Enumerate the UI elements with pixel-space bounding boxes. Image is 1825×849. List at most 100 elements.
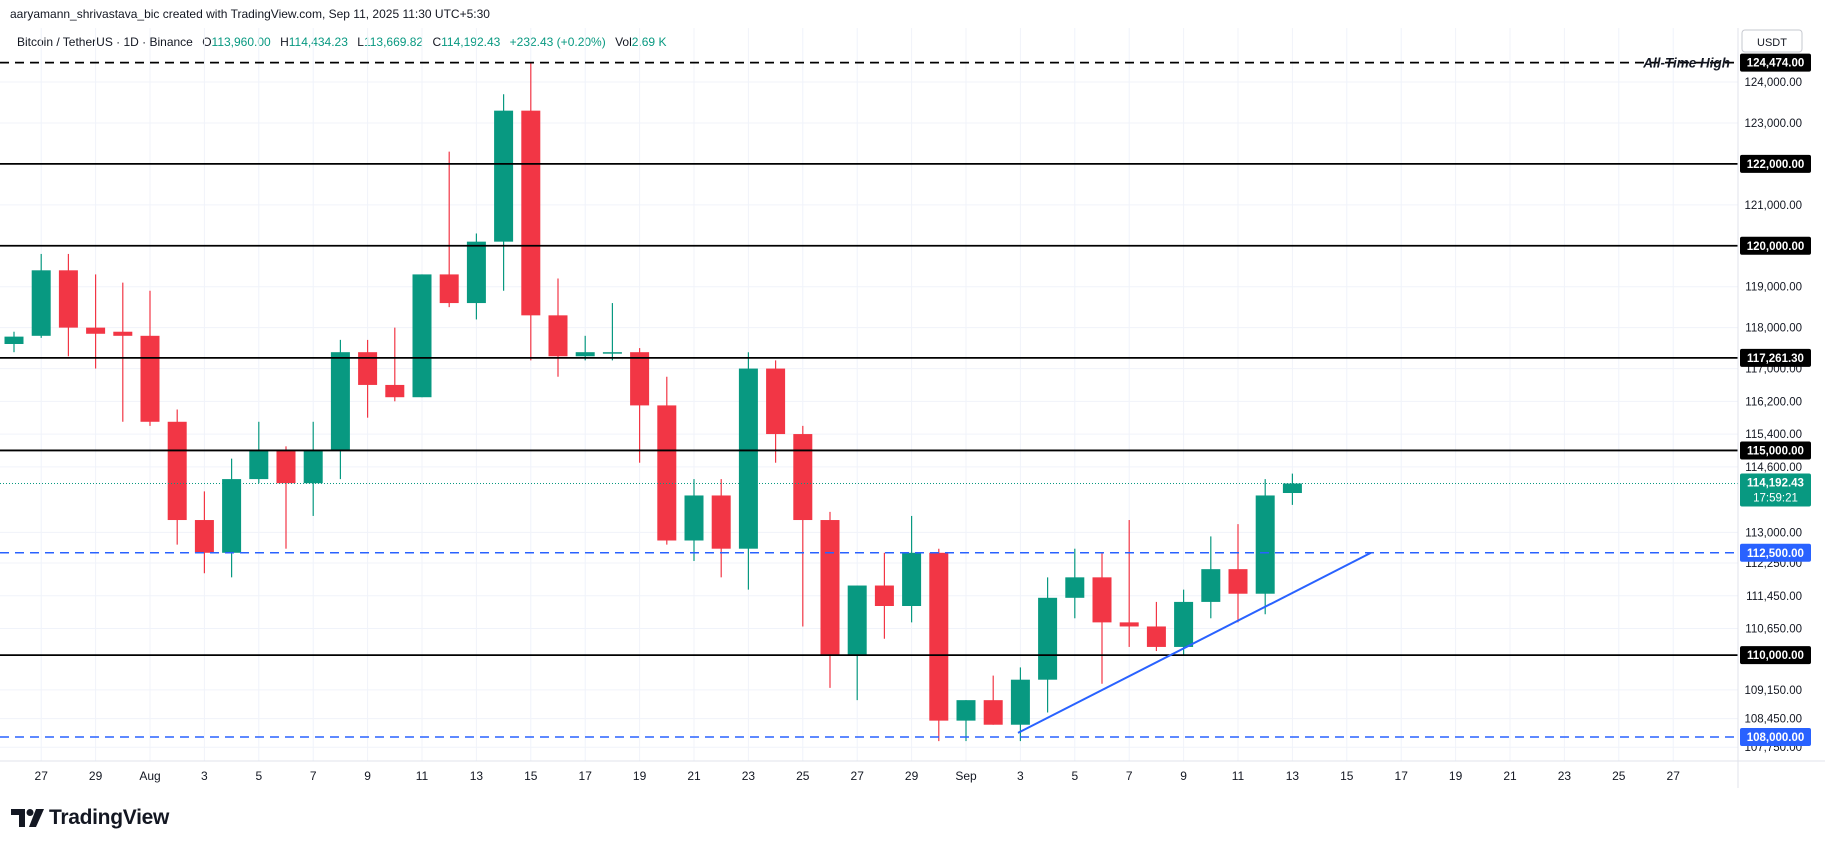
- candle-body: [276, 450, 296, 484]
- tradingview-logo-text: TradingView: [49, 806, 170, 829]
- candle-body: [1146, 626, 1166, 647]
- candle-body: [4, 336, 24, 344]
- x-tick-label: 5: [1071, 769, 1078, 783]
- support-trendline: [1017, 551, 1372, 734]
- high-value: 114,434.23: [288, 35, 348, 49]
- last-price-tag: [1740, 473, 1811, 507]
- candle-body: [113, 331, 133, 336]
- x-tick-label: Aug: [139, 769, 160, 783]
- symbol-name[interactable]: Bitcoin / TetherUS · 1D · Binance: [17, 35, 193, 49]
- candle-body: [1119, 622, 1139, 627]
- level-price-tag: [1740, 728, 1811, 746]
- y-tick-label: 111,450.00: [1746, 591, 1802, 603]
- credit-line: aaryamann_shrivastava_bic created with T…: [10, 7, 490, 21]
- y-tick-label: 121,000.00: [1744, 200, 1802, 212]
- y-tick-label: 110,650.00: [1745, 624, 1802, 636]
- x-tick-label: 7: [1126, 769, 1133, 783]
- low-label: L: [357, 35, 364, 49]
- candle-body: [1010, 679, 1030, 725]
- candle-body: [412, 274, 432, 398]
- candle-body: [657, 405, 677, 541]
- level-price-label: 110,000.00: [1747, 650, 1804, 662]
- price-labels: 124,474.00 All-Time High 122,000.00 120,000…: [1642, 53, 1811, 746]
- x-tick-label: 23: [1558, 769, 1572, 783]
- x-tick-label: 19: [1449, 769, 1463, 783]
- candle-body: [86, 327, 106, 334]
- candle-body: [1092, 577, 1112, 623]
- y-tick-label: 115,400.00: [1745, 429, 1802, 441]
- candle-body: [358, 352, 378, 385]
- x-tick-label: 13: [1286, 769, 1300, 783]
- axes: USDT 27 29 Aug 3 5 7 9 11 13 15 17 19 21 23 25 27 29 Sep 3…: [0, 28, 1825, 788]
- level-price-label: 108,000.00: [1747, 732, 1805, 744]
- candle-body: [222, 479, 242, 553]
- candle-body: [575, 352, 595, 357]
- x-tick-label: 15: [1340, 769, 1354, 783]
- candle-body: [194, 520, 214, 553]
- candle-body: [684, 495, 704, 541]
- level-price-label: 122,000.00: [1747, 159, 1805, 171]
- y-tick-label: 124,000.00: [1744, 77, 1802, 89]
- candle-body: [793, 434, 813, 521]
- candle-body: [466, 241, 486, 304]
- x-tick-label: 5: [255, 769, 262, 783]
- candle-body: [521, 110, 541, 316]
- x-tick-label: 11: [1232, 769, 1245, 783]
- y-tick-label: 109,150.00: [1744, 685, 1802, 697]
- level-price-label: 120,000.00: [1747, 241, 1805, 253]
- high-label: H: [280, 35, 289, 49]
- x-tick-label: 27: [851, 769, 865, 783]
- tradingview-logo-icon: [11, 809, 44, 827]
- candle-body: [711, 495, 731, 549]
- candle-body: [1282, 483, 1302, 494]
- y-tick-label: 119,000.00: [1745, 282, 1802, 294]
- y-tick-label: 114,600.00: [1745, 462, 1802, 474]
- candle-body: [1201, 569, 1221, 602]
- last-price-label: 114,192.43: [1747, 477, 1804, 489]
- y-tick-label: 116,200.00: [1745, 396, 1802, 408]
- candle-body: [303, 450, 323, 484]
- x-tick-label: 21: [1503, 769, 1517, 783]
- close-label: C: [432, 35, 442, 49]
- x-tick-label: 17: [1395, 769, 1409, 783]
- bar-countdown-label: 17:59:21: [1753, 492, 1798, 504]
- candle-body: [140, 335, 160, 422]
- candle-body: [738, 368, 758, 549]
- level-price-label: 117,261.30: [1747, 353, 1804, 365]
- candle-body: [630, 352, 650, 406]
- y-tick-label: 118,000.00: [1745, 323, 1802, 335]
- level-price-tag: [1740, 154, 1811, 173]
- candle-body: [1174, 601, 1194, 647]
- candle-body: [548, 315, 568, 357]
- x-tick-label: Sep: [955, 769, 977, 783]
- currency-box[interactable]: [1741, 29, 1803, 53]
- x-tick-label: 3: [1017, 769, 1024, 783]
- x-tick-label: 19: [633, 769, 647, 783]
- candle-body: [249, 450, 269, 480]
- level-price-tag: [1740, 236, 1811, 255]
- x-tick-label: 9: [364, 769, 371, 783]
- candle-body: [1038, 597, 1058, 680]
- x-tick-label: 29: [905, 769, 919, 783]
- candle-body: [902, 552, 922, 606]
- candle-body: [494, 110, 514, 242]
- candle-body: [439, 274, 459, 304]
- y-tick-label: 108,450.00: [1744, 714, 1802, 726]
- candle-body: [847, 585, 867, 656]
- y-tick-label: 113,000.00: [1745, 527, 1802, 539]
- level-price-tag: [1740, 441, 1811, 460]
- x-tick-label: 23: [742, 769, 756, 783]
- x-tick-label: 25: [1612, 769, 1626, 783]
- candle-body: [874, 585, 894, 606]
- candle-body: [31, 270, 51, 336]
- x-tick-label: 7: [310, 769, 317, 783]
- volume-label: Vol: [615, 35, 632, 49]
- x-tick-label: 17: [579, 769, 593, 783]
- x-tick-label: 25: [796, 769, 810, 783]
- candle-body: [766, 368, 786, 435]
- level-price-label: 124,474.00: [1747, 58, 1805, 70]
- level-price-tag: [1740, 53, 1811, 72]
- x-tick-label: 9: [1180, 769, 1187, 783]
- tradingview-logo: TradingView: [11, 806, 169, 830]
